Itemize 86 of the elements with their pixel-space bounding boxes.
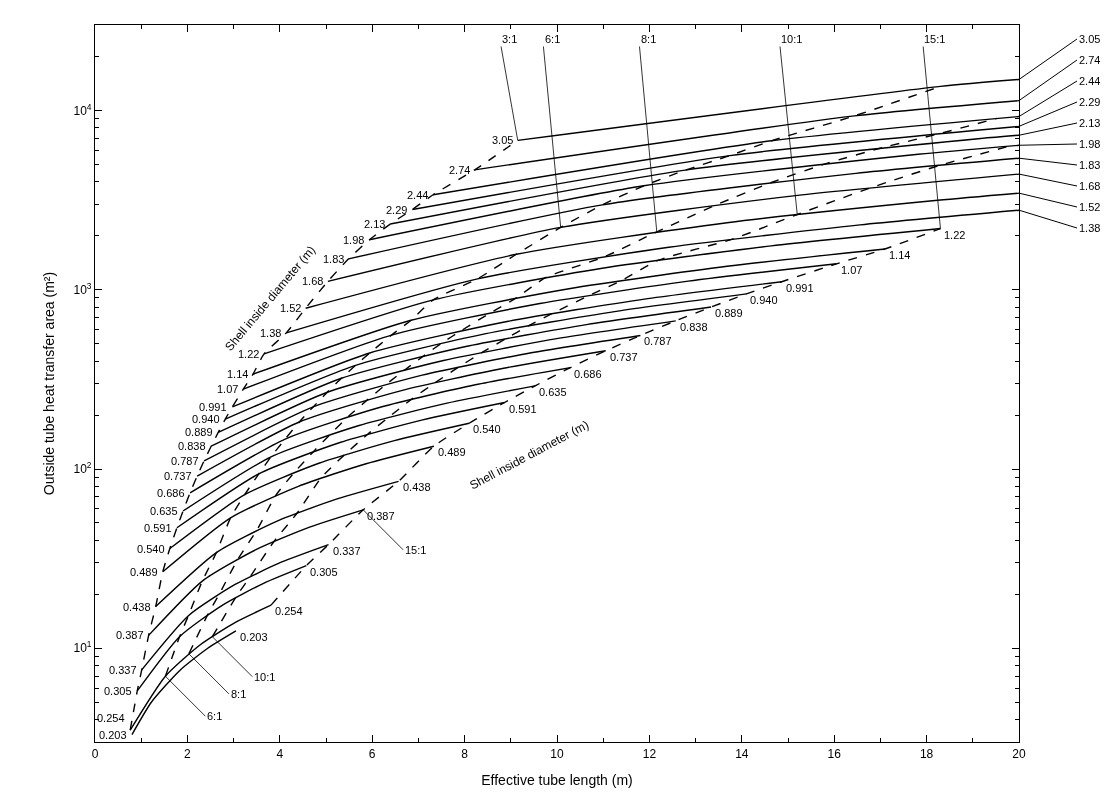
text: 0.489 <box>130 566 158 578</box>
text: 0.991 <box>199 401 227 413</box>
text: 1.98 <box>1079 138 1101 150</box>
series-label: 0.686 <box>574 368 602 380</box>
series-label: 1.14 <box>889 249 911 261</box>
x-tick-label: 16 <box>827 746 842 761</box>
text: 1.22 <box>238 348 260 360</box>
annotation: 10:1 <box>781 33 803 45</box>
series-label: 0.838 <box>680 321 708 333</box>
series-label: 0.254 <box>275 605 303 617</box>
series-label: 3.05 <box>492 134 514 146</box>
text: 0.838 <box>178 440 206 452</box>
x-tick-label: 0 <box>91 746 99 761</box>
x-tick-label: 12 <box>642 746 657 761</box>
text: 3.05 <box>1079 33 1101 45</box>
series-label: 0.787 <box>644 335 672 347</box>
text: 0.387 <box>116 629 144 641</box>
text: 0.203 <box>99 729 127 741</box>
series-label: 1.98 <box>343 234 365 246</box>
text: 0.540 <box>137 543 165 555</box>
annotation: 8:1 <box>231 688 247 700</box>
annotation: 8:1 <box>641 33 657 45</box>
series-label: 2.13 <box>364 218 386 230</box>
annotation: 10:1 <box>254 671 276 683</box>
text: 0.254 <box>97 712 125 724</box>
series-label: 0.991 <box>786 282 814 294</box>
y-tick-label: 10$^{3}$ <box>73 280 92 297</box>
text: 1.68 <box>1079 180 1101 192</box>
series-label: 1.22 <box>944 229 966 241</box>
x-tick-label: 4 <box>276 746 284 761</box>
y-axis-title: Outside tube heat transfer area (m²) <box>41 271 58 496</box>
annotation: 6:1 <box>207 710 223 722</box>
y-tick-label: 10$^{2}$ <box>73 460 92 477</box>
text: 0.737 <box>164 470 192 482</box>
text: 0.940 <box>192 413 220 425</box>
text: 0.686 <box>157 487 185 499</box>
series-label: 0.438 <box>403 481 431 493</box>
x-tick-label: 18 <box>919 746 934 761</box>
text: 1.83 <box>1079 159 1101 171</box>
series-label: 0.940 <box>750 294 778 306</box>
text: 2.74 <box>1079 54 1101 66</box>
annotation: 15:1 <box>405 544 427 556</box>
x-tick-label: 20 <box>1012 746 1026 761</box>
text: 2.13 <box>1079 117 1101 129</box>
text: 0.337 <box>109 664 137 676</box>
text: 1.14 <box>227 368 249 380</box>
text: 1.38 <box>1079 222 1101 234</box>
text: 1.07 <box>217 383 239 395</box>
x-axis-title: Effective tube length (m) <box>481 771 633 788</box>
x-tick-label: 14 <box>735 746 749 761</box>
text: 0.787 <box>171 455 199 467</box>
annotation: 6:1 <box>545 33 561 45</box>
text: 2.44 <box>1079 75 1101 87</box>
text: 0.438 <box>123 601 151 613</box>
series-label: 2.74 <box>449 164 471 176</box>
x-tick-label: 8 <box>461 746 469 761</box>
text: 0.635 <box>150 505 178 517</box>
text: 1.52 <box>1079 201 1101 213</box>
series-label: 0.591 <box>509 403 537 415</box>
y-tick-label: 10$^{1}$ <box>73 639 92 656</box>
series-label: 0.305 <box>310 566 338 578</box>
series-label: 1.38 <box>260 327 282 339</box>
series-label: 0.889 <box>715 307 743 319</box>
x-tick-label: 2 <box>184 746 192 761</box>
series-label: 0.203 <box>240 631 268 643</box>
series-label: 0.737 <box>610 351 638 363</box>
annotation: 3:1 <box>502 33 518 45</box>
series-label: 0.337 <box>333 545 361 557</box>
y-tick-label: 10$^{4}$ <box>73 101 92 118</box>
text: 0.889 <box>185 426 213 438</box>
series-label: 1.07 <box>841 264 863 276</box>
series-label: 0.540 <box>473 423 501 435</box>
annotation: 15:1 <box>924 33 946 45</box>
series-label: 1.68 <box>302 275 324 287</box>
series-label: 1.83 <box>323 253 345 265</box>
series-label: 0.635 <box>539 386 567 398</box>
series-label: 1.52 <box>280 302 302 314</box>
series-label: 0.387 <box>367 510 395 522</box>
text: 0.591 <box>144 522 172 534</box>
text: 2.29 <box>1079 96 1101 108</box>
text: 0.305 <box>104 685 132 697</box>
series-label: 2.44 <box>407 189 429 201</box>
x-tick-label: 6 <box>368 746 376 761</box>
series-label: 0.489 <box>438 446 466 458</box>
x-tick-label: 10 <box>550 746 564 761</box>
series-label: 2.29 <box>386 204 408 216</box>
